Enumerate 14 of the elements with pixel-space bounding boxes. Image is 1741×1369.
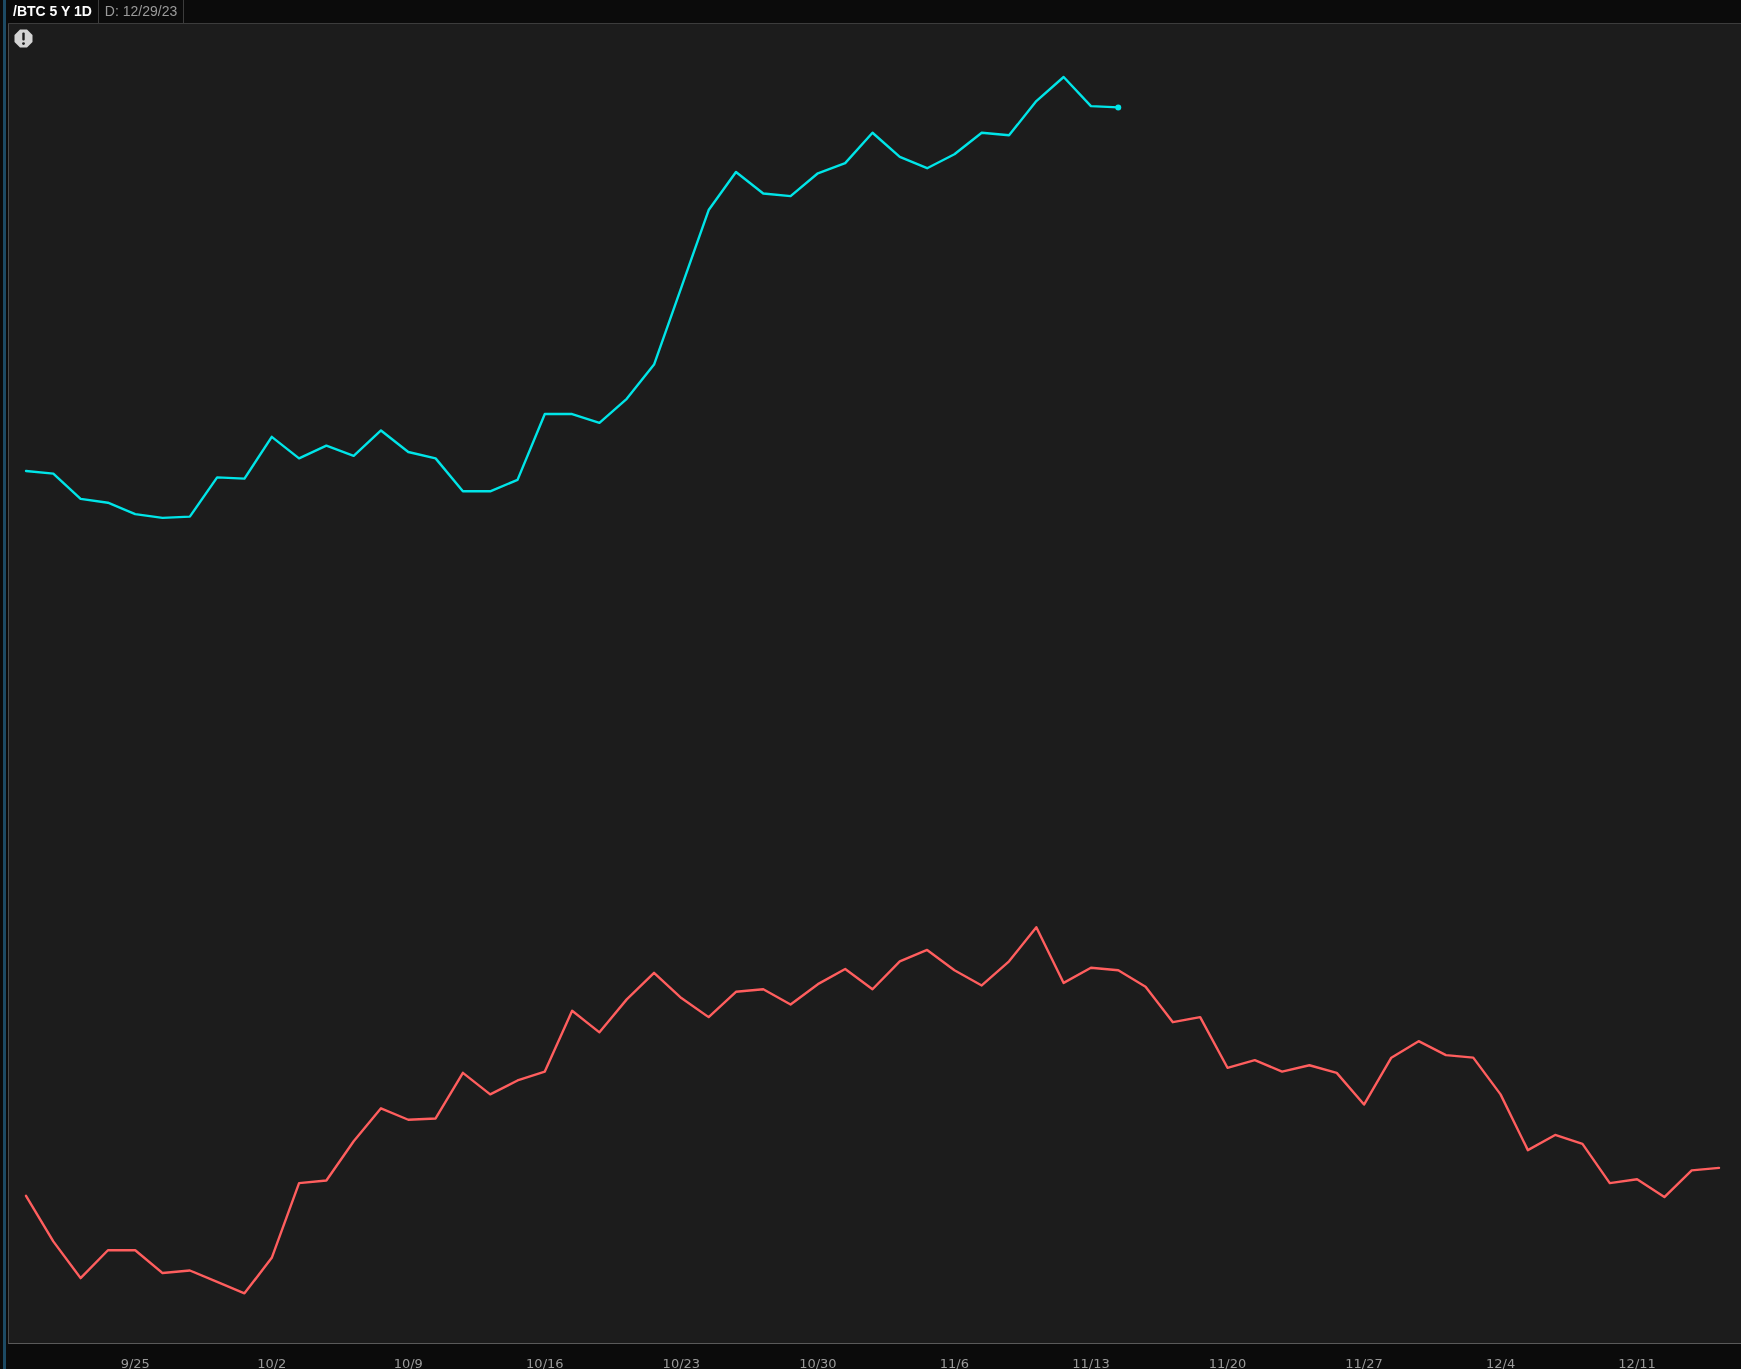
x-tick-label: 11/20 — [1208, 1356, 1247, 1369]
x-tick-label: 10/2 — [257, 1356, 287, 1369]
x-tick-label: 10/30 — [799, 1356, 837, 1369]
chart-subtitle: D: 12/29/23 — [98, 0, 185, 23]
chart-title: /BTC 5 Y 1D — [8, 0, 99, 23]
x-tick-label: 10/23 — [662, 1356, 701, 1369]
x-tick-label: 12/4 — [1485, 1356, 1516, 1369]
x-tick-label: 12/11 — [1618, 1356, 1656, 1369]
x-tick-label: 11/13 — [1072, 1356, 1110, 1369]
x-tick-label: 10/9 — [393, 1356, 423, 1369]
x-tick-label: 11/27 — [1345, 1356, 1383, 1369]
x-tick-label: 9/25 — [120, 1356, 150, 1369]
x-tick-label: 10/16 — [526, 1356, 564, 1369]
x-tick-label: 11/6 — [939, 1356, 970, 1369]
